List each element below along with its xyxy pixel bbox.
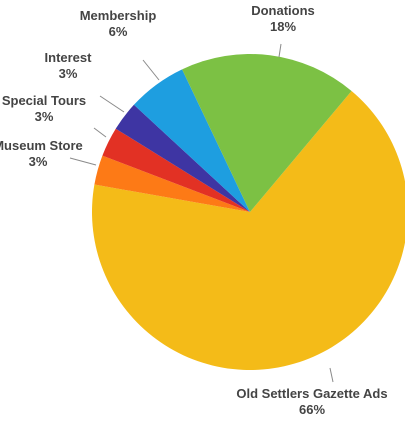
- slice-label-percent: 66%: [299, 402, 325, 417]
- leader-line-old-settlers-gazette-ads: [329, 367, 334, 383]
- slice-label-donations: Donations 18%: [251, 3, 315, 34]
- leader-line-special-tours: [93, 127, 107, 138]
- leader-line-membership: [142, 59, 160, 81]
- pie-slice-membership: [133, 69, 250, 212]
- slice-label-museum-store: Museum Store 3%: [0, 138, 83, 169]
- pie-slice-museum-store: [94, 155, 251, 212]
- slice-label-percent: 3%: [59, 66, 78, 81]
- slices-layer: [92, 53, 405, 370]
- slice-label-old-settlers-gazette-ads: Old Settlers Gazette Ads 66%: [236, 386, 387, 417]
- slice-label-special-tours: Special Tours 3%: [2, 93, 86, 124]
- slice-label-name: Museum Store: [0, 138, 83, 153]
- slice-label-membership: Membership 6%: [80, 8, 157, 39]
- leader-line-museum-store: [69, 157, 97, 166]
- pie-slice-old-settlers-gazette-ads: [92, 90, 405, 370]
- slice-label-name: Donations: [251, 3, 315, 18]
- slice-label-percent: 3%: [35, 109, 54, 124]
- slice-label-percent: 18%: [270, 19, 296, 34]
- slice-label-name: Special Tours: [2, 93, 86, 108]
- slice-label-name: Membership: [80, 8, 157, 23]
- pie-slice-donations: [182, 53, 352, 212]
- pie-slice-interest: [115, 104, 251, 212]
- slice-label-percent: 3%: [29, 154, 48, 169]
- leader-line-donations: [278, 43, 282, 58]
- pie-slice-special-tours: [102, 128, 251, 212]
- slice-label-percent: 6%: [109, 24, 128, 39]
- slice-label-interest: Interest 3%: [45, 50, 93, 81]
- leader-line-interest: [99, 95, 125, 113]
- leader-lines-layer: [69, 43, 334, 383]
- slice-label-name: Interest: [45, 50, 93, 65]
- labels-layer: Old Settlers Gazette Ads 66%Museum Store 3…: [0, 3, 388, 417]
- slice-label-name: Old Settlers Gazette Ads: [236, 386, 387, 401]
